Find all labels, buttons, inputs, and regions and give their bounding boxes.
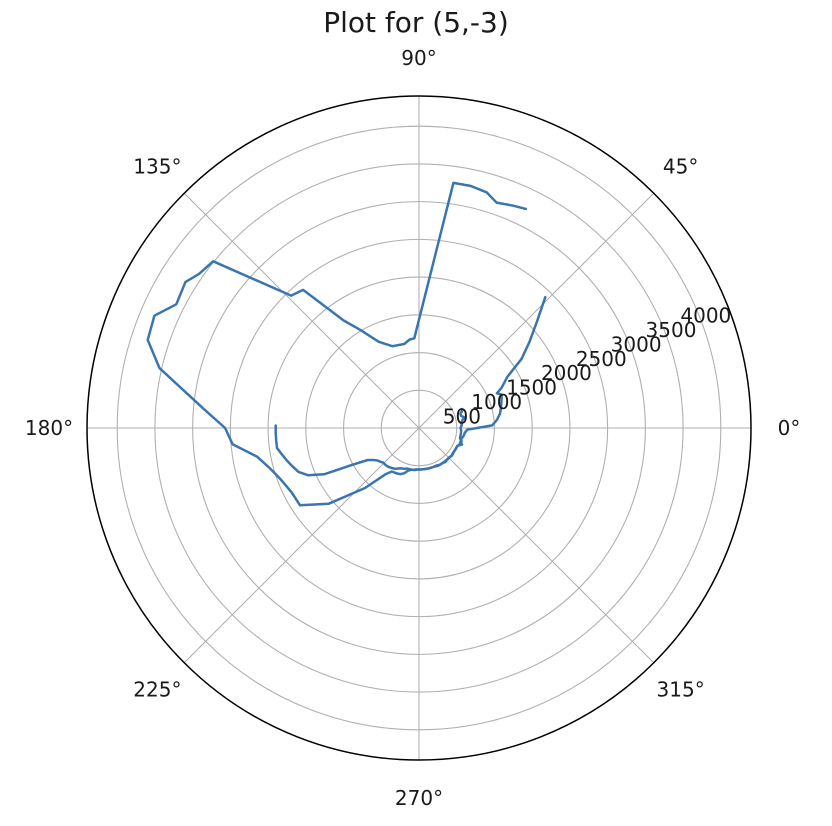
radial-tick-label: 3500 <box>646 318 697 342</box>
radial-tick-label: 2500 <box>576 347 627 371</box>
chart-title: Plot for (5,-3) <box>323 6 509 39</box>
angular-tick-label: 135° <box>133 154 181 178</box>
angular-tick-label: 270° <box>395 786 443 810</box>
radial-tick-label: 1500 <box>506 376 557 400</box>
radial-tick-label: 500 <box>443 405 481 429</box>
angular-tick-label: 45° <box>663 154 698 178</box>
series-line-2 <box>274 407 466 477</box>
angular-tick-label: 225° <box>133 678 181 702</box>
angular-tick-label: 0° <box>778 416 801 440</box>
angular-gridline-225 <box>183 427 420 664</box>
polar-grid <box>87 96 751 760</box>
angular-tick-label: 90° <box>401 46 436 70</box>
series-layer <box>146 181 547 507</box>
angular-gridline-315 <box>418 427 655 664</box>
radial-tick-label: 1000 <box>471 390 522 414</box>
angular-tick-label: 180° <box>25 416 73 440</box>
radial-tick-label: 2000 <box>541 361 592 385</box>
angular-gridline-45 <box>418 192 655 429</box>
radial-tick-label: 3000 <box>611 332 662 356</box>
angular-gridline-135 <box>183 192 420 429</box>
series-line-1 <box>146 181 547 507</box>
polar-frame <box>86 95 752 761</box>
radial-tick-label: 4000 <box>680 303 731 327</box>
angular-tick-label: 315° <box>657 678 705 702</box>
tick-labels: 0°45°90°135°180°225°270°315°500100015002… <box>25 46 800 810</box>
